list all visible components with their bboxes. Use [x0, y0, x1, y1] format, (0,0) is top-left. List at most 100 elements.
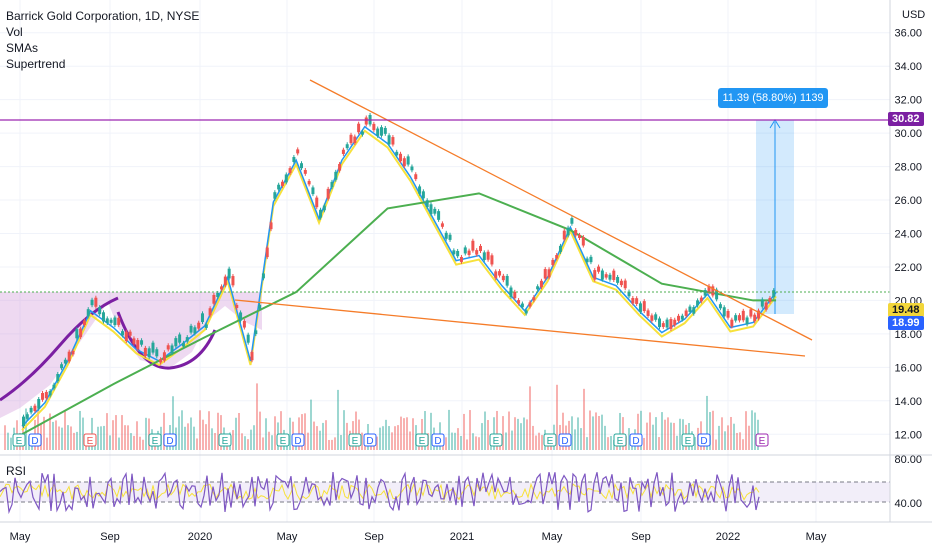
volume-bar: [739, 432, 741, 450]
candle-body: [338, 164, 342, 171]
y-tick-label: 14.00: [894, 396, 922, 408]
volume-bar: [736, 432, 738, 450]
volume-bar: [115, 415, 117, 450]
volume-bar: [751, 410, 753, 450]
earnings-marker: [489, 433, 503, 447]
candle-body: [650, 315, 654, 321]
volume-bar: [454, 432, 456, 450]
candle-body: [387, 135, 391, 145]
candle-body: [414, 174, 418, 180]
volume-bar: [100, 426, 102, 450]
candle-body: [292, 157, 296, 162]
volume-bar: [325, 420, 327, 450]
y-tick-label: 30.00: [894, 128, 922, 140]
volume-bar: [316, 426, 318, 450]
candle-body: [383, 127, 387, 134]
volume-bar: [280, 411, 282, 450]
candle-body: [509, 287, 513, 297]
candle-body: [677, 315, 681, 321]
volume-bar: [484, 411, 486, 450]
volume-bar: [328, 439, 330, 450]
x-tick-label: May: [542, 531, 563, 543]
volume-bar: [532, 425, 534, 450]
rsi-legend[interactable]: RSI: [6, 464, 27, 478]
legend-vol[interactable]: Vol: [6, 25, 23, 39]
volume-bar: [199, 410, 201, 450]
candle-body: [463, 247, 467, 254]
marker-letter: E: [87, 436, 94, 447]
candle-body: [528, 302, 532, 307]
volume-bar: [193, 426, 195, 450]
candle-body: [410, 166, 414, 171]
candle-body: [121, 331, 125, 336]
candle-body: [200, 313, 204, 323]
volume-bar: [424, 411, 426, 450]
candle-body: [696, 300, 700, 306]
earnings-marker: [415, 433, 429, 447]
volume-bar: [253, 425, 255, 450]
candle-body: [711, 286, 715, 296]
volume-bar: [172, 396, 174, 450]
volume-bar: [262, 437, 264, 450]
volume-bar: [715, 439, 717, 450]
candle-body: [307, 180, 311, 185]
price-tag-mid: 19.48: [888, 303, 924, 317]
candle-body: [642, 301, 646, 312]
candle-body: [166, 345, 170, 350]
volume-bar: [46, 437, 48, 450]
candle-body: [703, 290, 707, 296]
legend-smas[interactable]: SMAs: [6, 41, 39, 55]
volume-bar: [181, 410, 183, 450]
candle-body: [185, 337, 189, 342]
candle-body: [170, 345, 174, 354]
rsi-line: [0, 471, 760, 515]
volume-bar: [355, 411, 357, 450]
candle-body: [235, 304, 239, 309]
volume-bar: [661, 412, 663, 450]
volume-bar: [457, 428, 459, 450]
volume-bar: [607, 437, 609, 450]
volume-bar: [574, 429, 576, 450]
volume-bar: [337, 389, 339, 450]
candle-body: [231, 276, 235, 286]
candle-body: [364, 117, 368, 125]
price-axis: 36.00 34.00 32.00 30.00 28.00 26.00 24.00 22.00…: [889, 0, 922, 522]
volume-bar: [103, 425, 105, 450]
volume-bar: [526, 419, 528, 450]
volume-bar: [460, 435, 462, 450]
volume-bar: [679, 418, 681, 450]
currency-label: USD: [902, 9, 926, 21]
candle-body: [479, 245, 482, 252]
volume-bar: [430, 412, 432, 450]
volume-bar: [361, 432, 363, 450]
legend-supertrend[interactable]: Supertrend: [6, 57, 66, 71]
volume-bar: [670, 422, 672, 450]
volume-bar: [412, 418, 414, 450]
candle-body: [86, 309, 90, 317]
volume-bar: [643, 437, 645, 450]
volume-bar: [148, 418, 150, 450]
candle-body: [429, 204, 433, 215]
candle-body: [151, 342, 155, 353]
candle-body: [623, 280, 627, 289]
candle-body: [223, 276, 227, 286]
candle-body: [197, 322, 201, 329]
volume-bar: [73, 432, 75, 450]
candle-body: [395, 151, 399, 156]
volume-bar: [556, 384, 558, 450]
volume-bar: [238, 412, 240, 450]
candle-body: [722, 307, 726, 317]
volume-bar: [130, 433, 132, 450]
volume-bar: [331, 439, 333, 450]
volume-bar: [667, 417, 669, 450]
x-tick-label: Sep: [631, 531, 651, 543]
volume-bar: [49, 413, 51, 450]
candle-body: [79, 328, 83, 338]
candle-body: [494, 271, 498, 279]
candle-body: [90, 299, 94, 306]
volume-bar: [220, 415, 222, 450]
candle-body: [273, 192, 277, 199]
rsi-signal-line: [0, 482, 760, 502]
x-tick-label: Sep: [364, 531, 384, 543]
